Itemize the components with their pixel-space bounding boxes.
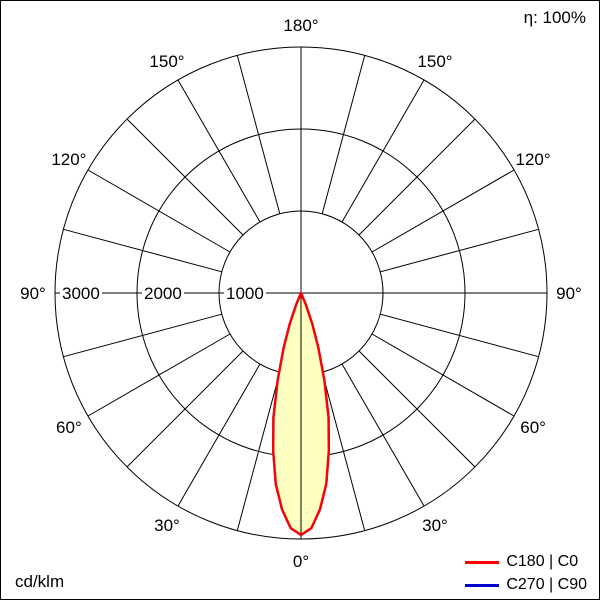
grid-spoke xyxy=(358,350,476,468)
legend-item-c180-c0: C180 | C0 xyxy=(465,553,578,571)
angle-label: 90° xyxy=(556,284,582,303)
grid-spoke xyxy=(87,333,231,417)
grid-spoke xyxy=(236,55,281,214)
angle-label: 150° xyxy=(417,52,452,71)
grid-spoke xyxy=(321,372,366,531)
legend: C180 | C0 C270 | C90 xyxy=(465,553,587,594)
unit-label: cd/klm xyxy=(15,572,65,591)
angle-label: 120° xyxy=(51,150,86,169)
grid-spoke xyxy=(380,228,539,273)
grid-spoke xyxy=(371,169,515,253)
angle-label: 90° xyxy=(20,284,46,303)
ring-label-bg xyxy=(60,284,102,302)
angle-label: 60° xyxy=(520,418,546,437)
grid-spoke xyxy=(321,55,366,214)
grid-spoke xyxy=(177,79,261,223)
angle-label: 60° xyxy=(56,418,82,437)
grid-spoke xyxy=(63,228,222,273)
ring-label: 1000 xyxy=(226,284,264,303)
efficiency-label: η: 100% xyxy=(523,8,586,27)
grid-spoke xyxy=(63,313,222,358)
angle-label: 30° xyxy=(154,516,180,535)
grid-spoke xyxy=(126,118,244,236)
angle-label: 120° xyxy=(516,150,551,169)
angle-label: 180° xyxy=(283,16,318,35)
legend-label-c270-c90: C270 | C90 xyxy=(506,576,587,593)
legend-item-c270-c90: C270 | C90 xyxy=(465,576,587,594)
ring-label: 3000 xyxy=(62,284,100,303)
ring-label: 2000 xyxy=(144,284,182,303)
grid-spoke xyxy=(177,363,261,507)
angle-label: 150° xyxy=(149,52,184,71)
grid-spoke xyxy=(341,79,425,223)
grid-spoke xyxy=(126,350,244,468)
curve-c180-c0 xyxy=(272,291,330,537)
legend-label-c180-c0: C180 | C0 xyxy=(506,553,579,570)
grid-spoke xyxy=(87,169,231,253)
grid-spoke xyxy=(358,118,476,236)
legend-line-blue xyxy=(465,583,500,587)
legend-line-red xyxy=(465,560,500,564)
angle-label: 30° xyxy=(422,516,448,535)
angle-label: 0° xyxy=(293,552,309,571)
ring-label-bg xyxy=(224,284,266,302)
grid-spoke xyxy=(380,313,539,358)
grid-spoke xyxy=(371,333,515,417)
grid-spoke xyxy=(341,363,425,507)
grid-spoke xyxy=(236,372,281,531)
ring-label-bg xyxy=(142,284,184,302)
